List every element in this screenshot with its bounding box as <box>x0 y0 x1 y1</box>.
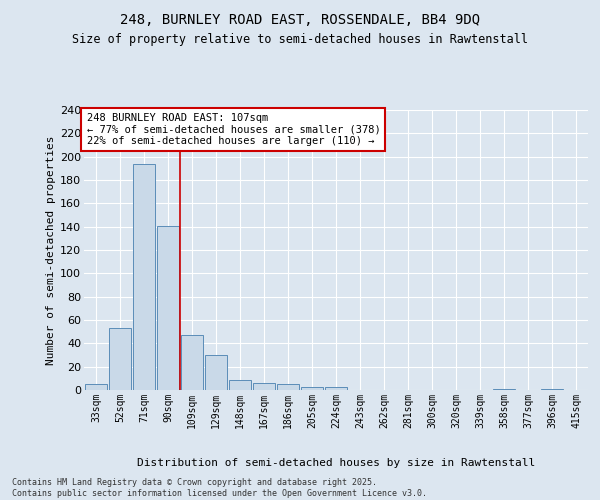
Bar <box>133 164 155 390</box>
Bar <box>229 380 251 390</box>
Text: Distribution of semi-detached houses by size in Rawtenstall: Distribution of semi-detached houses by … <box>137 458 535 468</box>
Bar <box>493 389 515 390</box>
Bar <box>109 328 131 390</box>
Bar <box>253 383 275 390</box>
Text: 248 BURNLEY ROAD EAST: 107sqm
← 77% of semi-detached houses are smaller (378)
22: 248 BURNLEY ROAD EAST: 107sqm ← 77% of s… <box>86 113 380 146</box>
Bar <box>85 384 107 390</box>
Bar <box>301 386 323 390</box>
Bar <box>541 389 563 390</box>
Bar <box>277 384 299 390</box>
Text: Contains HM Land Registry data © Crown copyright and database right 2025.
Contai: Contains HM Land Registry data © Crown c… <box>12 478 427 498</box>
Text: 248, BURNLEY ROAD EAST, ROSSENDALE, BB4 9DQ: 248, BURNLEY ROAD EAST, ROSSENDALE, BB4 … <box>120 12 480 26</box>
Bar <box>181 335 203 390</box>
Bar <box>325 386 347 390</box>
Bar <box>157 226 179 390</box>
Bar <box>205 355 227 390</box>
Text: Size of property relative to semi-detached houses in Rawtenstall: Size of property relative to semi-detach… <box>72 32 528 46</box>
Y-axis label: Number of semi-detached properties: Number of semi-detached properties <box>46 135 56 365</box>
